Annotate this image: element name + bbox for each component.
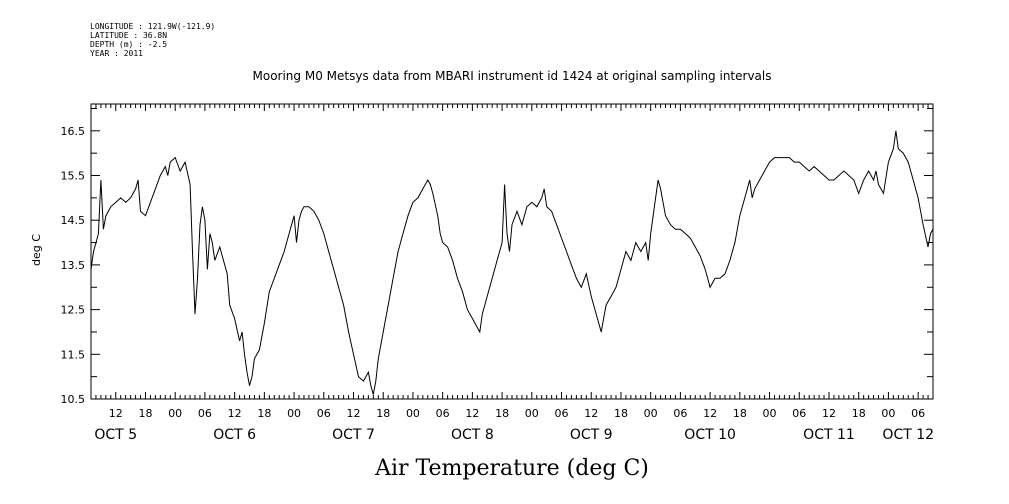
x-tick-label: 06 [555, 407, 569, 420]
x-tick-labels: 12 18 00 06 12 18 00 06 12 18 00 06 12 18 00 06 12 18 00 06… [109, 407, 925, 420]
x-tick-label: 18 [257, 407, 271, 420]
x-tick-label: 12 [465, 407, 479, 420]
x-tick-label: 12 [228, 407, 242, 420]
day-label: OCT 6 [213, 427, 256, 443]
x-tick-label: 00 [168, 407, 182, 420]
chart-caption: Air Temperature (deg C) [374, 456, 649, 481]
day-label: OCT 5 [94, 427, 137, 443]
x-tick-label: 06 [198, 407, 212, 420]
year-text: YEAR : 2011 [90, 49, 143, 58]
day-labels: OCT 5 OCT 6 OCT 7 OCT 8 OCT 9 OCT 10 OCT 11 OCT… [94, 427, 934, 443]
plot-frame [90, 103, 934, 400]
x-tick-label: 00 [881, 407, 895, 420]
x-tick-label: 00 [763, 407, 777, 420]
chart-title: Mooring M0 Metsys data from MBARI instru… [253, 69, 772, 83]
y-axis-label: deg C [30, 234, 43, 266]
x-tick-label: 12 [347, 407, 361, 420]
axis-ticks [90, 104, 934, 400]
series-line [90, 130, 934, 395]
x-tick-label: 06 [436, 407, 450, 420]
latitude-text: LATITUDE : 36.8N [90, 31, 168, 40]
x-tick-label: 18 [852, 407, 866, 420]
day-label: OCT 8 [451, 427, 494, 443]
longitude-text: LONGITUDE : 121.9W(-121.9) [90, 22, 216, 31]
x-tick-label: 18 [495, 407, 509, 420]
x-tick-label: 18 [614, 407, 628, 420]
x-tick-label: 00 [644, 407, 658, 420]
day-label: OCT 9 [570, 427, 613, 443]
y-tick-label: 11.5 [61, 348, 86, 361]
y-tick-label: 10.5 [61, 393, 86, 406]
day-label: OCT 10 [684, 427, 736, 443]
x-tick-label: 06 [911, 407, 925, 420]
depth-text: DEPTH (m) : -2.5 [90, 40, 168, 49]
x-tick-label: 12 [703, 407, 717, 420]
x-tick-label: 18 [138, 407, 152, 420]
station-metadata: LONGITUDE : 121.9W(-121.9) LATITUDE : 36… [90, 22, 215, 58]
day-label: OCT 7 [332, 427, 375, 443]
y-tick-label: 15.5 [61, 170, 86, 183]
x-tick-label: 00 [287, 407, 301, 420]
x-tick-label: 12 [822, 407, 836, 420]
x-tick-label: 00 [525, 407, 539, 420]
x-tick-label: 18 [733, 407, 747, 420]
day-label: OCT 11 [803, 427, 855, 443]
y-tick-label: 13.5 [61, 259, 86, 272]
x-tick-label: 00 [406, 407, 420, 420]
day-label: OCT 12 [882, 427, 934, 443]
x-tick-label: 12 [109, 407, 123, 420]
x-tick-label: 06 [673, 407, 687, 420]
y-tick-labels: 10.5 11.5 12.5 13.5 14.5 15.5 16.5 [61, 125, 86, 406]
x-tick-label: 18 [376, 407, 390, 420]
y-tick-label: 14.5 [61, 214, 86, 227]
y-tick-label: 16.5 [61, 125, 86, 138]
x-tick-label: 06 [317, 407, 331, 420]
x-tick-label: 06 [792, 407, 806, 420]
x-tick-label: 12 [584, 407, 598, 420]
y-tick-label: 12.5 [61, 304, 86, 317]
